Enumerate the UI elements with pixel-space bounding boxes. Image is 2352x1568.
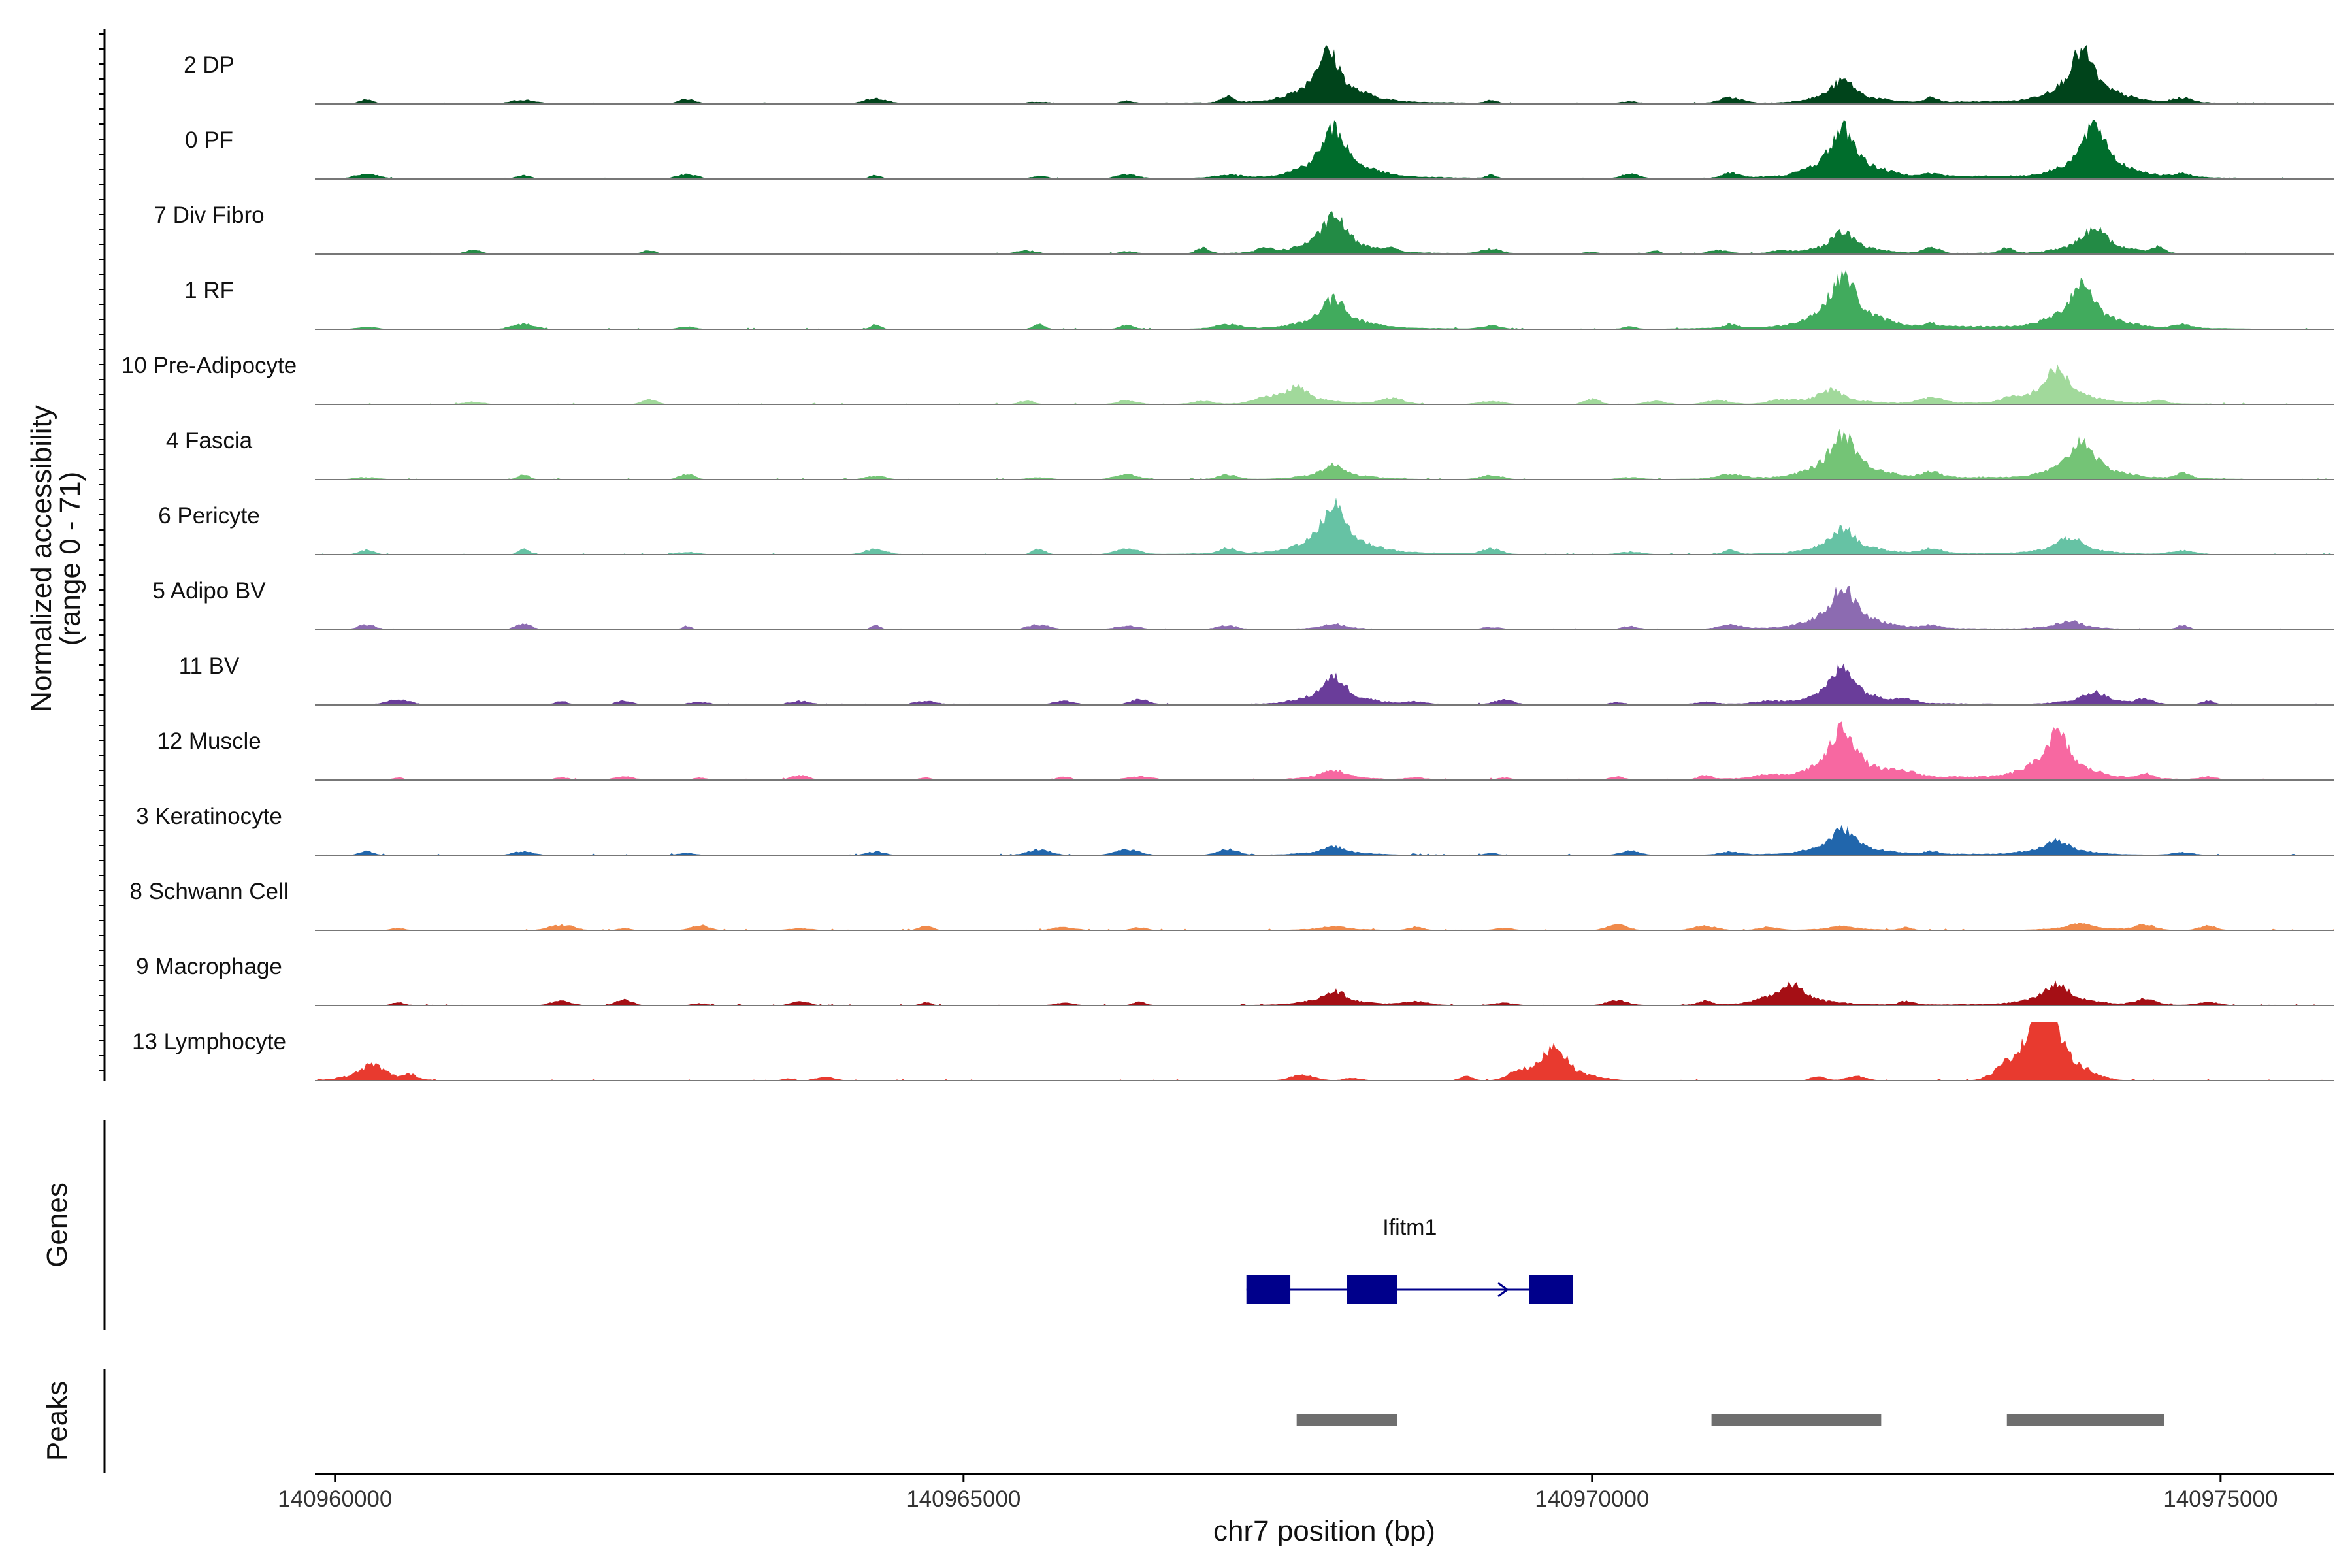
track-label: 11 BV (179, 653, 240, 679)
y-axis-subtitle: (range 0 - 71) (54, 472, 86, 646)
coverage-track: 11 BV (179, 653, 2334, 706)
track-area (315, 45, 2334, 104)
track-area (315, 825, 2334, 855)
x-axis-title: chr7 position (bp) (1213, 1515, 1435, 1547)
coverage-y-axis (99, 29, 106, 1081)
track-label: 12 Muscle (157, 728, 261, 754)
track-label: 10 Pre-Adipocyte (122, 353, 297, 378)
x-tick-label: 140970000 (1535, 1486, 1649, 1512)
coverage-track: 2 DP (184, 45, 2334, 105)
track-area (315, 270, 2334, 329)
track-label: 5 Adipo BV (152, 578, 266, 604)
coverage-track: 10 Pre-Adipocyte (122, 353, 2334, 405)
track-area (315, 364, 2334, 404)
gene-label: Ifitm1 (1382, 1215, 1437, 1240)
coverage-track: 3 Keratinocyte (136, 804, 2334, 856)
track-area (315, 120, 2334, 179)
genes-track: Genes Ifitm1 (41, 1120, 1573, 1330)
coverage-track: 9 Macrophage (136, 954, 2334, 1006)
track-area (315, 211, 2334, 254)
coverage-track: 1 RF (184, 270, 2334, 330)
track-label: 6 Pericyte (158, 503, 260, 529)
peak-region (1711, 1414, 1882, 1426)
track-area (315, 497, 2334, 555)
coverage-track: 12 Muscle (157, 721, 2334, 781)
genes-track-title: Genes (41, 1183, 73, 1267)
gene-strand-arrow (1497, 1282, 1509, 1298)
track-area (315, 923, 2334, 930)
y-axis-title: Normalized accessibility (25, 405, 57, 711)
peak-region (2006, 1414, 2164, 1426)
peak-region (1296, 1414, 1397, 1426)
track-label: 1 RF (184, 278, 234, 303)
x-tick-label: 140960000 (278, 1486, 392, 1512)
coverage-track: 7 Div Fibro (154, 203, 2334, 255)
track-label: 8 Schwann Cell (129, 879, 288, 904)
coverage-track: 5 Adipo BV (152, 578, 2334, 630)
coverage-track: 6 Pericyte (158, 497, 2334, 555)
track-area (315, 663, 2334, 705)
track-area (315, 1022, 2334, 1081)
track-area (315, 721, 2334, 780)
gene-exon (1347, 1275, 1397, 1304)
x-axis: 140960000 140965000 140970000 140975000 (278, 1473, 2334, 1512)
track-label: 4 Fascia (166, 428, 253, 453)
track-label: 3 Keratinocyte (136, 804, 282, 829)
peaks-track-title: Peaks (41, 1381, 73, 1461)
peaks-track: Peaks (41, 1369, 2164, 1473)
coverage-track: 8 Schwann Cell (129, 879, 2334, 931)
coverage-track: 13 Lymphocyte (132, 1022, 2334, 1081)
x-tick-label: 140975000 (2163, 1486, 2278, 1512)
track-area (315, 428, 2334, 480)
coverage-track: 4 Fascia (166, 428, 2334, 480)
track-label: 9 Macrophage (136, 954, 282, 979)
coverage-tracks: 2 DP 0 PF 7 Div Fibro 1 RF 10 Pre-Adipocyte 4… (122, 45, 2334, 1081)
track-area (315, 586, 2334, 630)
gene-exon (1529, 1275, 1573, 1304)
track-area (315, 980, 2334, 1005)
track-label: 13 Lymphocyte (132, 1029, 286, 1054)
x-tick-label: 140965000 (906, 1486, 1021, 1512)
gene-exon (1246, 1275, 1291, 1304)
track-label: 7 Div Fibro (154, 203, 264, 228)
coverage-track: 0 PF (185, 120, 2334, 180)
track-label: 0 PF (185, 127, 233, 153)
track-label: 2 DP (184, 52, 235, 78)
